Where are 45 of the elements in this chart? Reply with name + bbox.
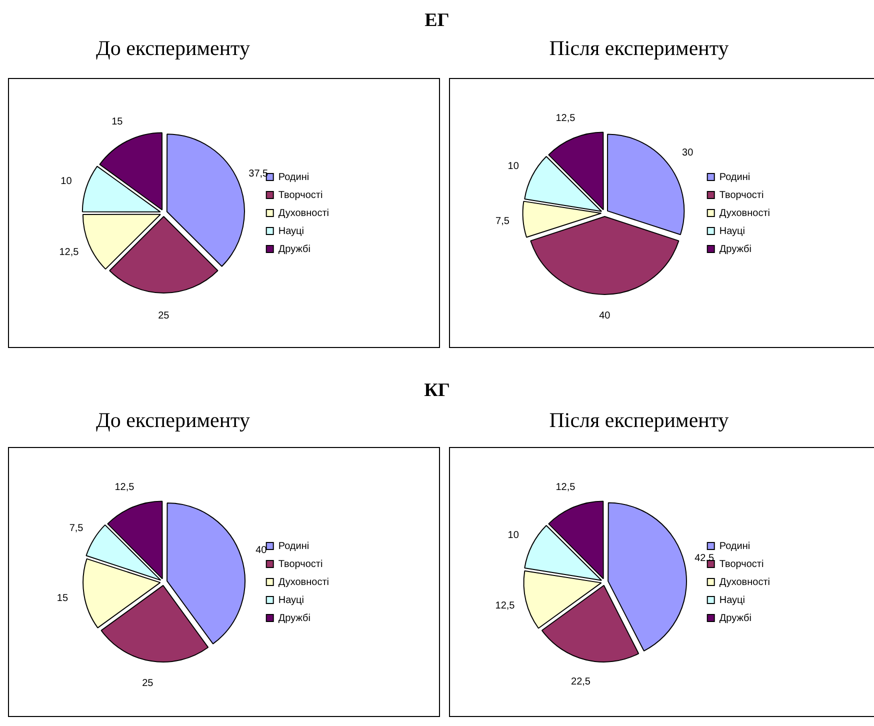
legend-label: Науці [278, 226, 304, 237]
data-label: 7,5 [69, 523, 84, 534]
legend-label: Родині [719, 540, 750, 552]
data-label: 12,5 [556, 113, 576, 124]
data-label: 12,5 [59, 246, 80, 258]
data-label: 22,5 [571, 676, 591, 688]
legend-label: Науці [719, 226, 745, 237]
chart-title: До експерименту [95, 36, 251, 61]
chart-title: Після експерименту [548, 36, 730, 61]
data-label: 12,5 [495, 600, 516, 612]
data-label: 25 [142, 678, 154, 689]
legend-label: Духовності [719, 208, 770, 219]
legend-label: Родині [278, 540, 310, 552]
legend-label: Дружбі [719, 612, 752, 624]
legend-label: Дружбі [719, 244, 752, 255]
legend-label: Духовності [278, 576, 329, 588]
chart-title: До експерименту [95, 408, 251, 433]
text: ЕГ [424, 10, 450, 32]
data-label: 12,5 [556, 482, 576, 494]
legend-label: Родині [278, 172, 310, 183]
legend-label: Творчості [719, 190, 764, 201]
data-label: 10 [508, 161, 520, 172]
legend-label: Науці [719, 594, 745, 606]
legend-label: Родині [719, 172, 750, 183]
legend-label: Дружбі [278, 244, 310, 255]
legend-label: Духовності [278, 208, 329, 219]
data-label: 40 [256, 545, 268, 556]
legend-label: Творчості [278, 190, 323, 201]
legend-label: Творчості [278, 558, 323, 570]
data-label: 7,5 [496, 216, 510, 227]
data-label: 15 [56, 592, 68, 604]
data-label: 10 [508, 530, 520, 542]
legend-label: Дружбі [278, 612, 310, 624]
data-label: 15 [112, 116, 124, 128]
text: КГ [423, 380, 451, 402]
data-label: 40 [599, 310, 611, 322]
data-label: 12,5 [114, 482, 135, 494]
legend-label: Духовності [719, 576, 770, 588]
data-label: 25 [158, 310, 170, 322]
chart-title: Після експерименту [548, 408, 730, 433]
data-label: 10 [60, 176, 72, 188]
data-label: 37,5 [248, 168, 269, 180]
legend-label: Творчості [719, 558, 764, 570]
legend-label: Науці [278, 594, 304, 606]
data-label: 30 [682, 148, 694, 158]
